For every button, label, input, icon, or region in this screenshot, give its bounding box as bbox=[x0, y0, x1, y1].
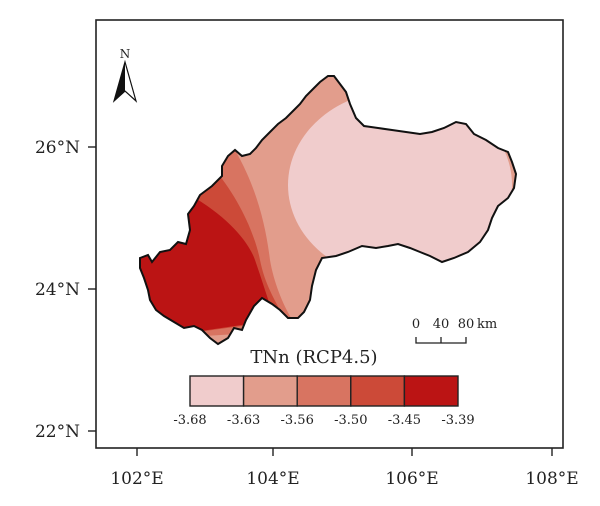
north-arrow-icon: N bbox=[112, 47, 138, 103]
legend-break-label: -3.56 bbox=[281, 413, 314, 428]
legend-swatch bbox=[350, 375, 406, 407]
north-label: N bbox=[120, 47, 131, 61]
scale-bar: 0 40 80 km bbox=[412, 317, 497, 344]
x-tick-label: 104°E bbox=[246, 469, 299, 489]
y-axis bbox=[88, 146, 96, 432]
y-tick-label: 22°N bbox=[35, 422, 80, 442]
legend-swatch bbox=[296, 375, 352, 407]
x-tick-label: 108°E bbox=[525, 469, 578, 489]
legend-break-label: -3.68 bbox=[173, 413, 206, 428]
scale-label-0: 0 bbox=[412, 317, 420, 332]
legend-swatch bbox=[403, 375, 459, 407]
legend-swatch bbox=[242, 375, 298, 407]
x-tick-label: 106°E bbox=[385, 469, 438, 489]
legend-swatches bbox=[189, 375, 459, 407]
y-tick-label: 24°N bbox=[35, 280, 80, 300]
legend-break-label: -3.39 bbox=[441, 413, 474, 428]
region-boundary bbox=[139, 75, 518, 346]
legend-title: TNn (RCP4.5) bbox=[250, 347, 377, 368]
legend-break-label: -3.45 bbox=[388, 413, 421, 428]
scale-label-40: 40 bbox=[433, 317, 450, 332]
scale-label-80: 80 bbox=[458, 317, 475, 332]
legend-break-labels: -3.68 -3.63 -3.56 -3.50 -3.45 -3.39 bbox=[173, 413, 474, 428]
north-arrow-fill bbox=[114, 62, 125, 101]
legend-swatch bbox=[189, 375, 245, 407]
legend-break-label: -3.50 bbox=[334, 413, 367, 428]
legend-break-label: -3.63 bbox=[227, 413, 260, 428]
scale-unit: km bbox=[477, 317, 497, 332]
x-tick-label: 102°E bbox=[110, 469, 163, 489]
legend: TNn (RCP4.5) -3.68 -3.63 -3.56 -3.50 -3.45 -3… bbox=[173, 347, 474, 428]
zone-0 bbox=[288, 90, 512, 280]
x-axis bbox=[136, 448, 553, 456]
y-tick-label: 26°N bbox=[35, 138, 80, 158]
